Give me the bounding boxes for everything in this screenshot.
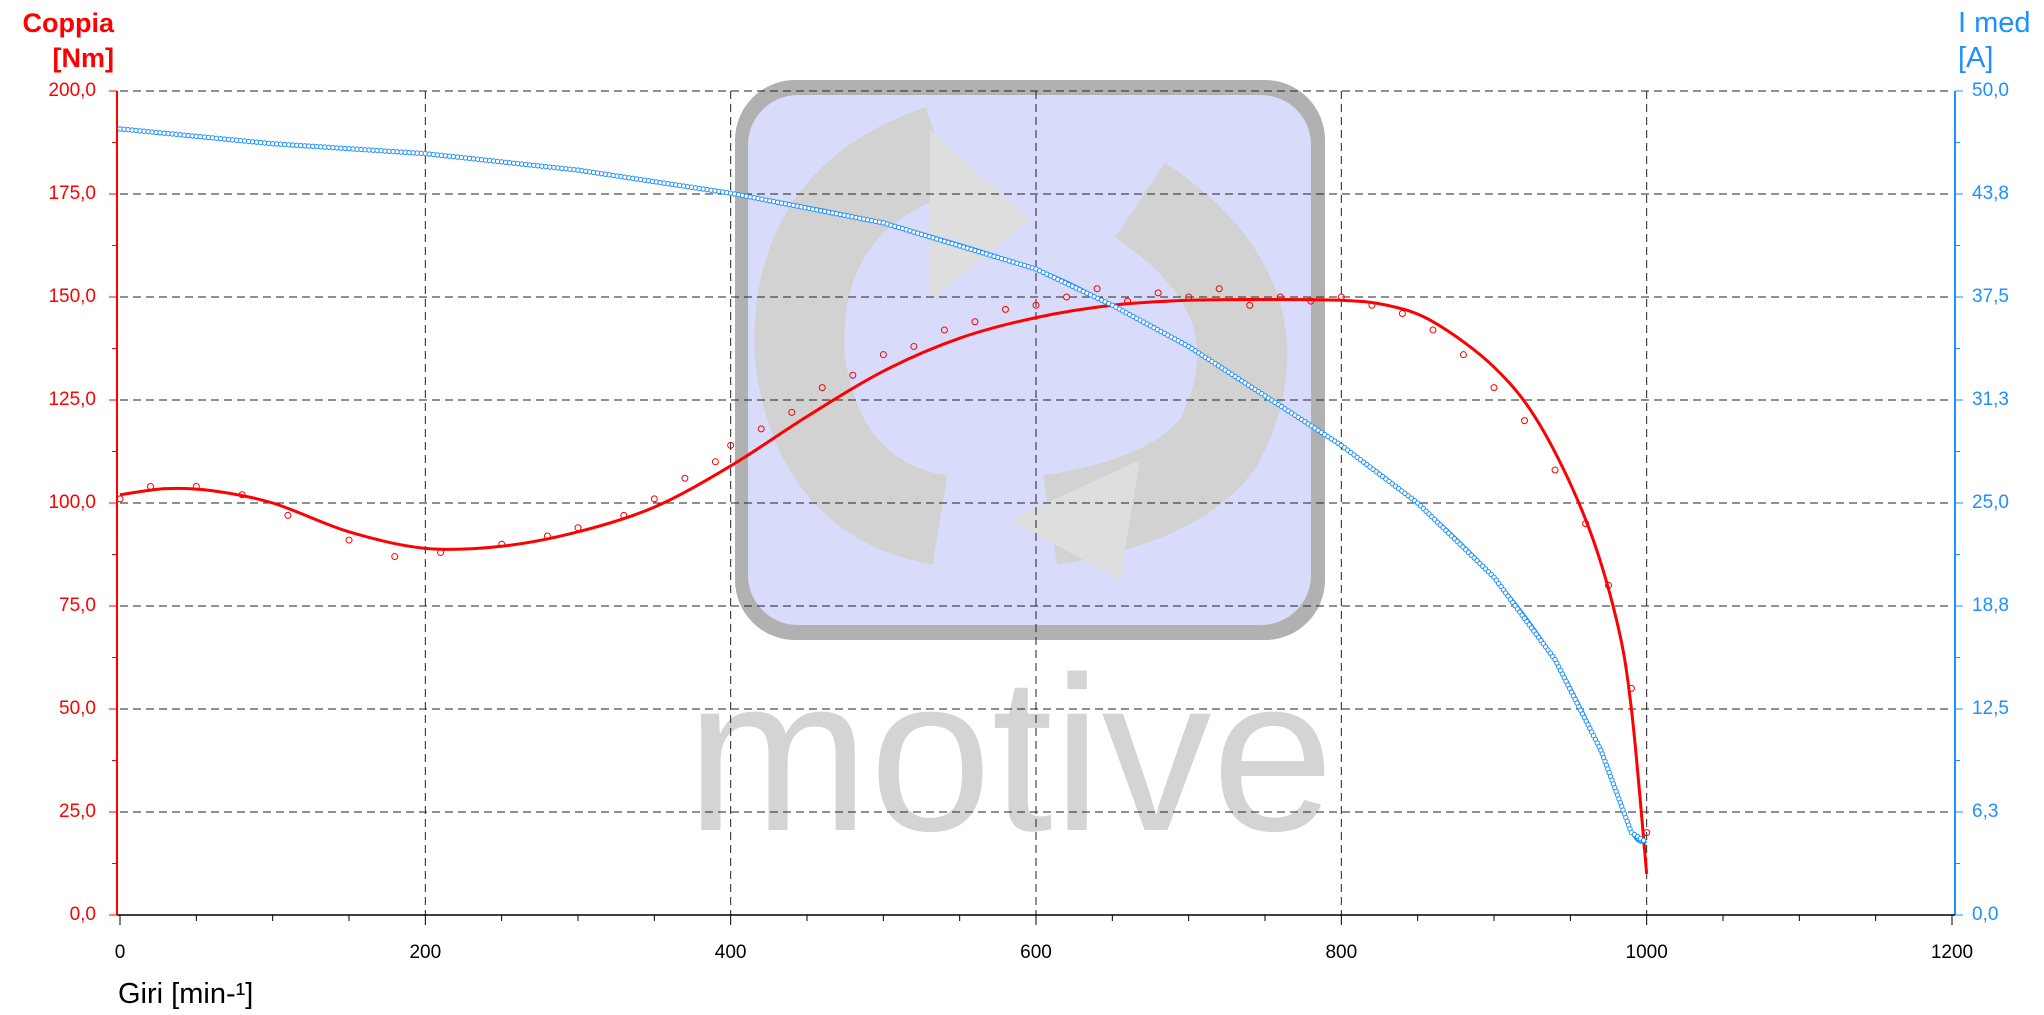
torque-scatter-point [284, 511, 292, 519]
watermark-text: motive [686, 631, 1334, 877]
y-left-tick-label: 75,0 [59, 595, 96, 616]
x-tick-label: 600 [1020, 942, 1052, 963]
torque-scatter-point [727, 441, 735, 449]
torque-scatter-point [574, 524, 582, 532]
x-tick-label: 1000 [1625, 942, 1668, 963]
y-axis-right-label-line2: [A] [1958, 42, 1994, 74]
torque-scatter-point [1643, 829, 1651, 837]
torque-line [119, 297, 1649, 874]
axes [109, 90, 1963, 925]
x-tick-label: 200 [409, 942, 442, 963]
y-right-tick-label: 18,8 [1972, 595, 2009, 616]
torque-scatter-point [391, 553, 399, 561]
y-right-tick-label: 43,8 [1972, 183, 2009, 204]
torque-scatter-point [238, 491, 246, 499]
x-tick-label: 0 [114, 942, 126, 963]
y-left-tick-label: 50,0 [59, 698, 96, 719]
y-left-tick-label: 200,0 [48, 80, 96, 101]
grid-lines [120, 90, 1952, 915]
torque-scatter-point [192, 483, 200, 491]
y-right-tick-label: 12,5 [1972, 698, 2009, 719]
torque-scatter-point [1337, 293, 1345, 301]
y-axis-right-label-line1: I med [1958, 7, 2031, 39]
torque-scatter-point [1398, 309, 1406, 317]
torque-scatter-point [1246, 301, 1254, 309]
y-left-tick-label: 150,0 [48, 286, 96, 307]
torque-scatter-point [1215, 285, 1223, 293]
y-right-tick-label: 50,0 [1972, 80, 2009, 101]
torque-scatter-point [788, 408, 796, 416]
torque-scatter-point [1154, 289, 1162, 297]
current-marker [1640, 837, 1647, 844]
y-axis-left-label-line2: [Nm] [52, 43, 115, 73]
y-right-tick-label: 31,3 [1972, 389, 2009, 410]
x-tick-label: 1200 [1930, 942, 1974, 963]
torque-scatter-point [1368, 301, 1376, 309]
y-axis-left-label: Coppia [Nm] [0, 6, 115, 76]
y-left-tick-label: 175,0 [48, 183, 96, 204]
torque-scatter-point [910, 342, 918, 350]
y-left-tick-label: 0,0 [69, 904, 96, 925]
torque-scatter-point [1093, 285, 1101, 293]
torque-scatter-point [498, 540, 506, 548]
torque-scatter-point [1490, 384, 1498, 392]
torque-scatter-point [437, 548, 445, 556]
torque-scatter-point [1582, 520, 1590, 528]
torque-scatter-point [711, 458, 719, 466]
y-right-tick-label: 25,0 [1972, 492, 2009, 513]
torque-scatter-point [1605, 581, 1612, 589]
torque-scatter-point [1032, 301, 1040, 309]
torque-scatter-point [1429, 326, 1437, 334]
torque-scatter-point [147, 483, 155, 491]
torque-scatter-point [116, 495, 124, 503]
torque-scatter-point [681, 474, 689, 482]
torque-scatter-point [1276, 293, 1284, 301]
y-right-tick-label: 6,3 [1972, 801, 1999, 822]
y-right-tick-label: 37,5 [1972, 286, 2009, 307]
x-tick-label: 400 [714, 942, 747, 963]
torque-scatter-point [650, 495, 658, 503]
watermark-logo: motive [686, 80, 1334, 877]
torque-scatter-point [345, 536, 353, 544]
x-axis-label: Giri [min-¹] [118, 978, 254, 1010]
y-left-tick-label: 125,0 [48, 389, 96, 410]
y-right-tick-label: 0,0 [1972, 904, 1999, 925]
torque-scatter-point [1307, 297, 1315, 305]
torque-scatter-point [971, 318, 979, 326]
torque-scatter-point [620, 511, 628, 519]
torque-scatter-point [1521, 417, 1529, 425]
torque-scatter-point [849, 371, 857, 379]
x-tick-label: 800 [1325, 942, 1358, 963]
torque-scatter-point [1459, 351, 1467, 359]
torque-scatter-point [543, 532, 551, 540]
torque-scatter-point [1063, 293, 1071, 301]
torque-scatter-point [1627, 684, 1635, 692]
torque-scatter-point [1124, 297, 1132, 305]
y-axis-left-label-line1: Coppia [22, 8, 115, 38]
torque-scatter-point [1001, 305, 1009, 313]
torque-scatter-point [1185, 293, 1193, 301]
torque-scatter-point [757, 425, 765, 433]
torque-scatter-point [940, 326, 948, 334]
torque-scatter-point [879, 351, 887, 359]
torque-scatter-point [1551, 466, 1559, 474]
y-axis-right-label: I med [A] [1958, 6, 2031, 76]
series-layer [116, 126, 1651, 874]
torque-scatter-point [818, 384, 826, 392]
y-left-tick-label: 25,0 [59, 801, 96, 822]
y-left-tick-label: 100,0 [48, 492, 96, 513]
